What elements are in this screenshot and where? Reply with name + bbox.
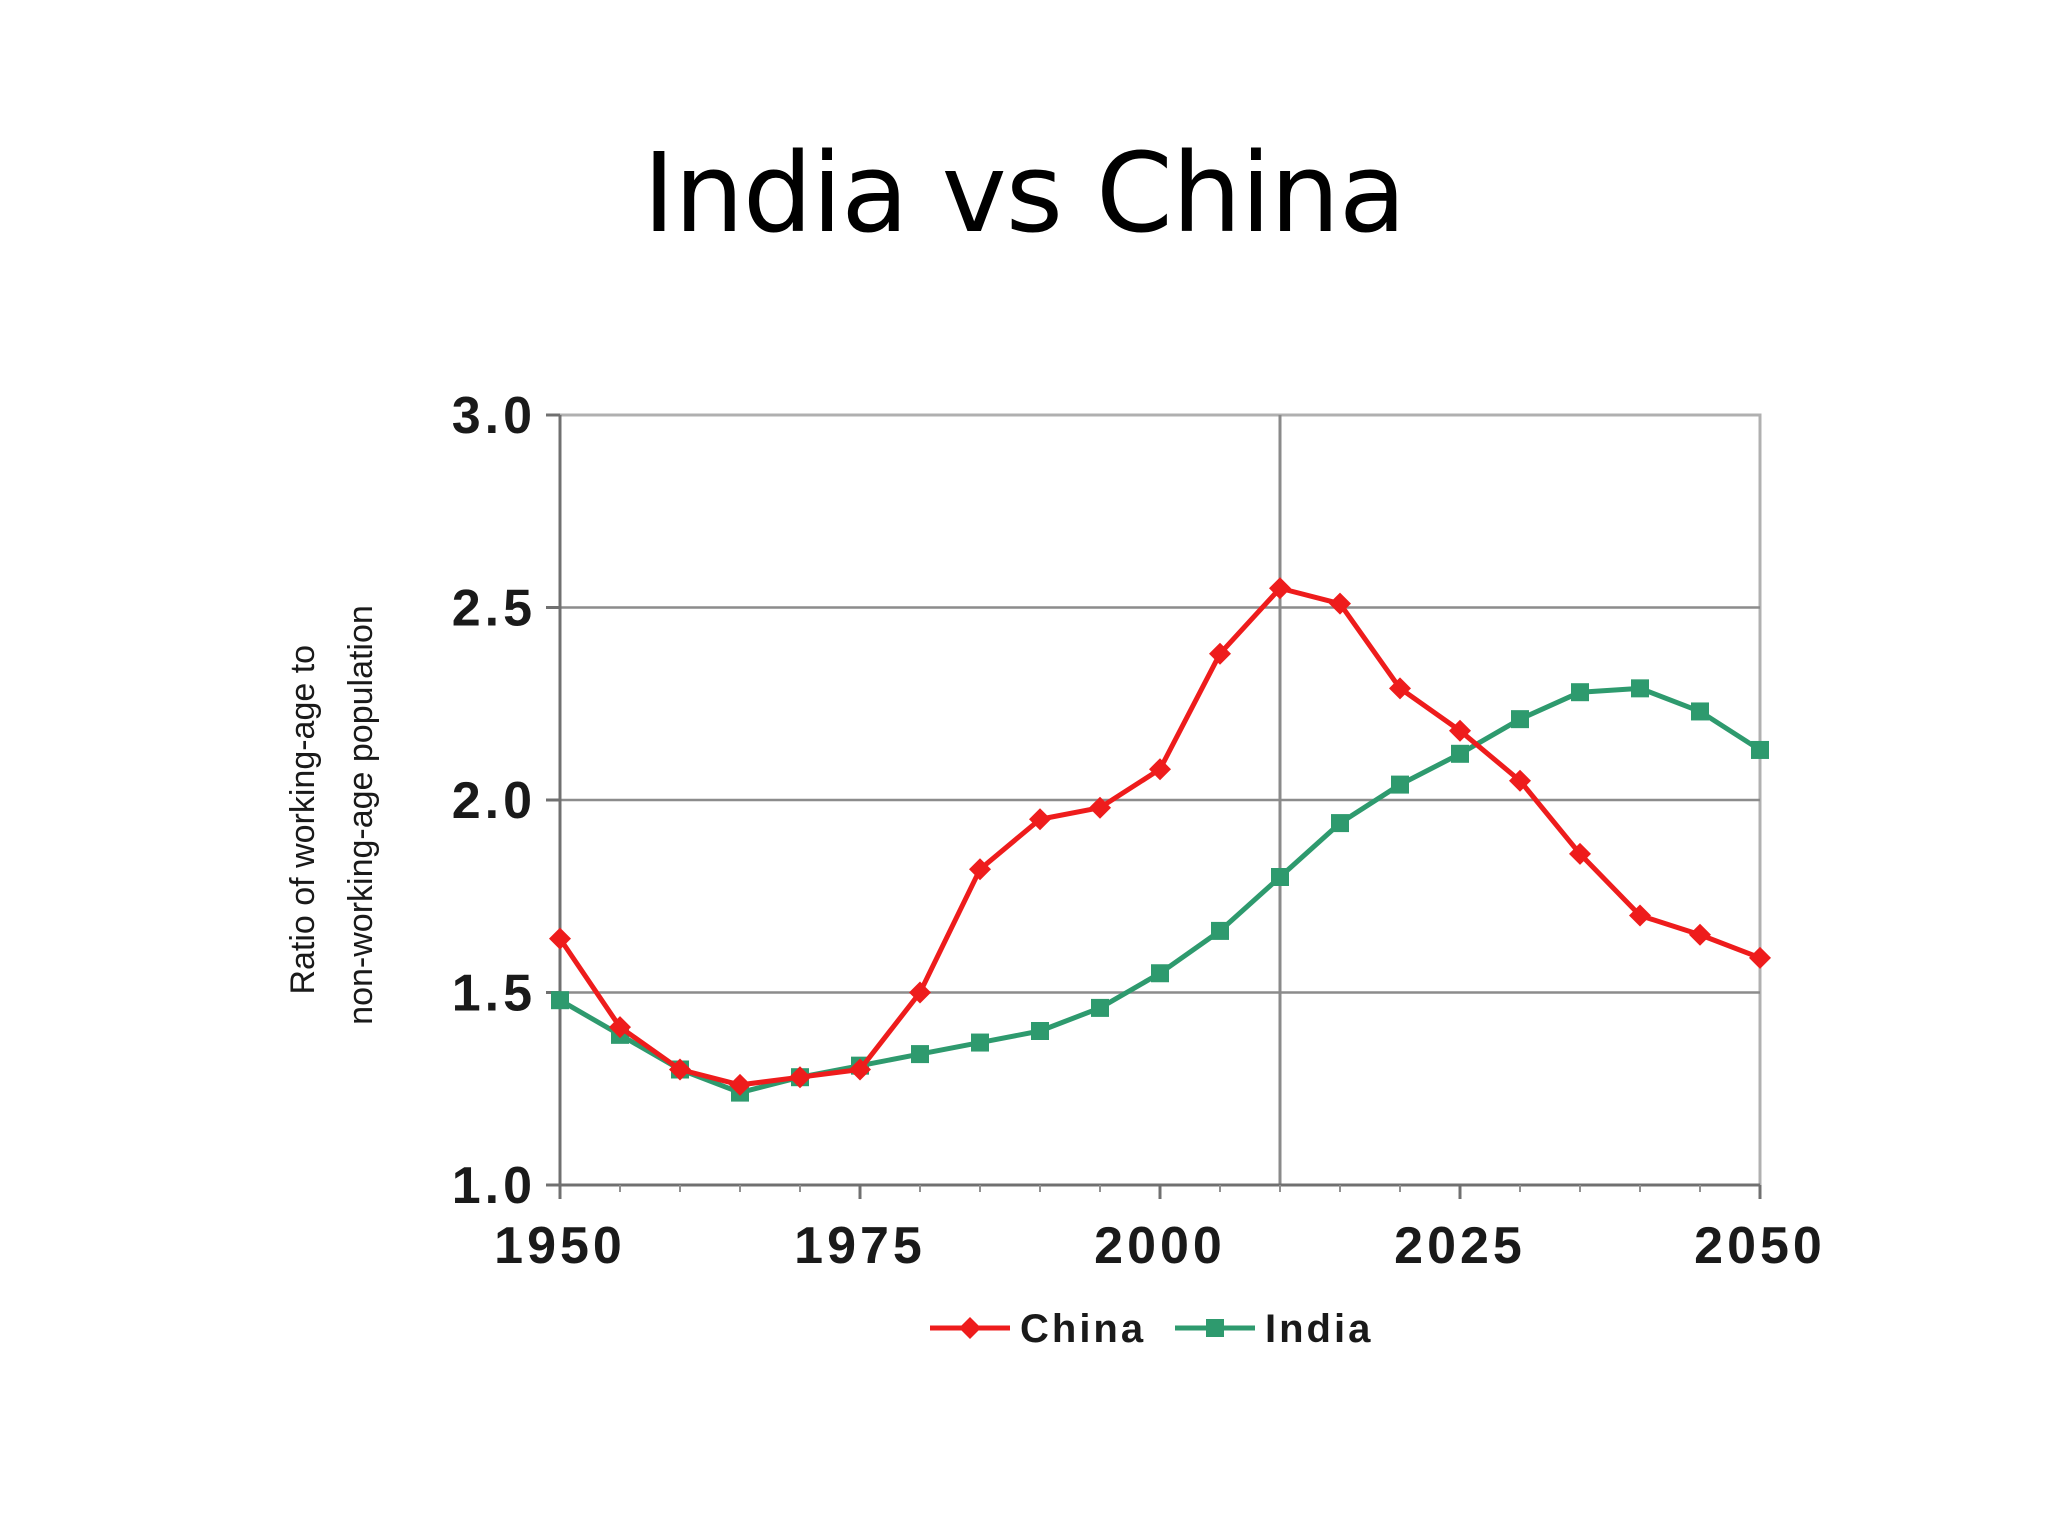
data-point-china xyxy=(1689,923,1711,946)
legend: China India xyxy=(930,1307,1373,1351)
legend-swatch-marker-india xyxy=(1206,1319,1224,1337)
data-point-china xyxy=(1149,758,1171,781)
data-point-india xyxy=(1031,1022,1049,1040)
data-point-india xyxy=(911,1045,929,1064)
y-tick-label: 1.5 xyxy=(452,965,536,1023)
data-point-india xyxy=(1571,683,1589,702)
y-tick-label: 3.0 xyxy=(452,387,536,445)
series-china xyxy=(549,577,1771,1096)
x-tick-label: 2000 xyxy=(1094,1217,1226,1275)
data-point-china xyxy=(549,927,571,950)
data-point-india xyxy=(1751,740,1769,759)
data-point-india xyxy=(971,1033,989,1052)
legend-label-india: India xyxy=(1265,1307,1373,1351)
data-point-india xyxy=(1151,964,1169,983)
axis-ticks: 1.0 1.5 2.0 2.5 3.0 1950 1975 2000 2025 2050 xyxy=(452,387,1826,1275)
data-point-china xyxy=(1089,796,1111,819)
data-point-china xyxy=(1509,769,1531,792)
legend-swatch-marker-china xyxy=(959,1317,981,1339)
x-tick-label: 2025 xyxy=(1394,1217,1526,1275)
data-point-india xyxy=(1091,998,1109,1017)
data-point-china xyxy=(969,858,991,881)
data-point-china xyxy=(669,1058,691,1081)
data-point-india xyxy=(1271,868,1289,886)
data-point-india xyxy=(1691,702,1709,721)
y-tick-label: 1.0 xyxy=(452,1157,536,1215)
legend-item-india: India xyxy=(1175,1307,1373,1351)
data-point-china xyxy=(1389,677,1411,700)
data-point-india xyxy=(1331,814,1349,833)
data-point-india xyxy=(551,991,569,1010)
x-tick-label: 1975 xyxy=(794,1217,926,1275)
data-point-china xyxy=(729,1073,751,1096)
y-tick-label: 2.0 xyxy=(452,772,536,830)
data-point-india xyxy=(1451,744,1469,763)
data-point-china xyxy=(609,1016,631,1039)
data-point-india xyxy=(1511,710,1529,729)
y-axis-title-line-1: Ratio of working-age to xyxy=(284,645,322,995)
y-tick-label: 2.5 xyxy=(452,580,536,638)
slide-title: India vs China xyxy=(642,129,1407,257)
data-point-china xyxy=(909,981,931,1004)
data-point-india xyxy=(1391,775,1409,794)
data-point-china xyxy=(1569,842,1591,865)
gridlines xyxy=(560,606,1760,994)
data-point-india xyxy=(1211,921,1229,940)
data-point-china xyxy=(1329,592,1351,615)
y-axis-title: Ratio of working-age to non-working-age … xyxy=(284,605,380,1025)
y-axis-title-line-2: non-working-age population xyxy=(342,605,380,1025)
data-point-china xyxy=(1449,719,1471,742)
data-point-china xyxy=(789,1066,811,1089)
data-point-china xyxy=(1749,946,1771,969)
data-point-china xyxy=(1629,904,1651,927)
data-point-china xyxy=(1209,642,1231,665)
data-point-china xyxy=(1269,577,1291,600)
data-point-india xyxy=(1631,679,1649,698)
data-point-china xyxy=(1029,808,1051,831)
x-tick-label: 1950 xyxy=(494,1217,626,1275)
legend-item-china: China xyxy=(930,1307,1146,1351)
data-point-china xyxy=(849,1058,871,1081)
x-tick-label: 2050 xyxy=(1694,1217,1826,1275)
series-group xyxy=(549,577,1771,1102)
legend-label-china: China xyxy=(1020,1307,1146,1351)
